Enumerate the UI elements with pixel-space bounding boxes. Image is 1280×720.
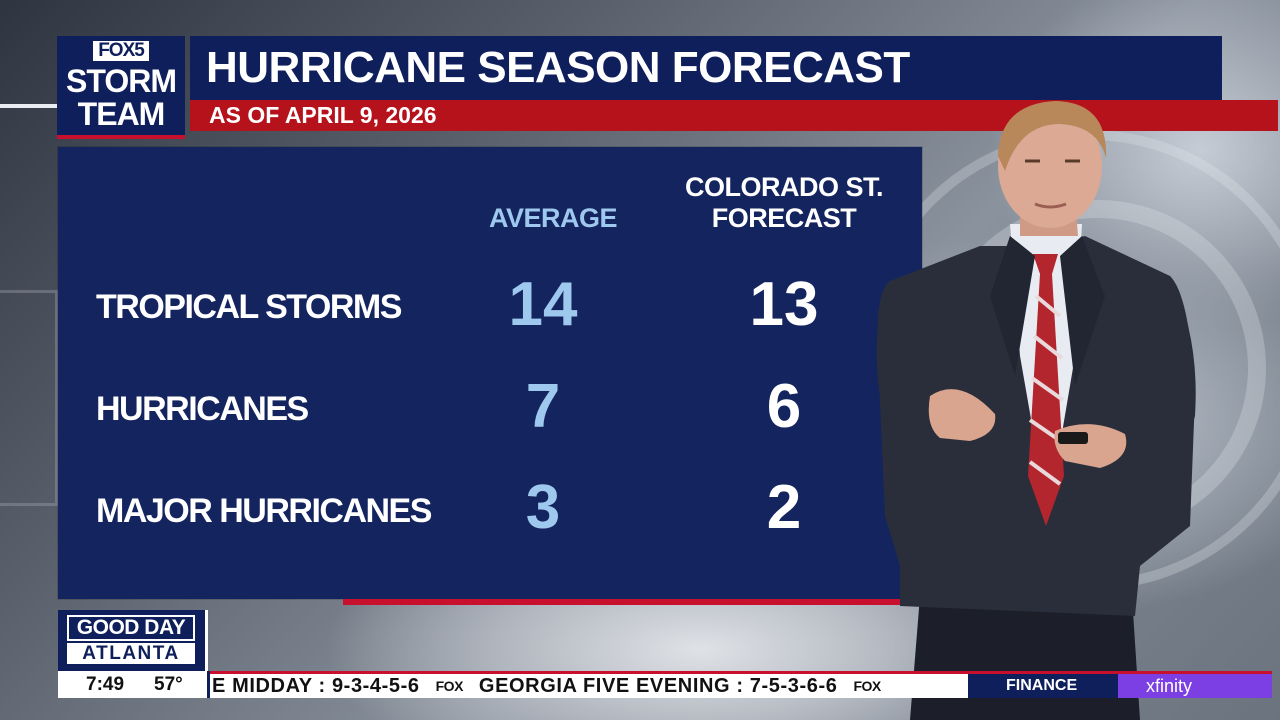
value-average-tropical-storms: 14 bbox=[508, 270, 578, 339]
row-label-tropical-storms: TROPICAL STORMS bbox=[96, 288, 402, 326]
row-label-major-hurricanes: MAJOR HURRICANES bbox=[96, 492, 432, 530]
current-temperature: 57° bbox=[154, 674, 183, 695]
fox5-logo-text: FOX5 bbox=[93, 41, 149, 61]
column-header-forecast: COLORADO ST. FORECAST bbox=[658, 172, 910, 234]
ticker-item-evening: GEORGIA FIVE EVENING : 7-5-3-6-6 bbox=[478, 674, 838, 697]
fox-logo-icon: FOX bbox=[435, 678, 464, 694]
show-logo-line1: GOOD DAY bbox=[67, 615, 195, 641]
finance-segment-label: FINANCE bbox=[968, 671, 1118, 698]
logo-storm-text: STORM bbox=[66, 63, 177, 99]
ticker-item-midday: E MIDDAY : 9-3-4-5-6 bbox=[212, 674, 420, 697]
xfinity-sponsor-logo: xfinity bbox=[1118, 671, 1272, 698]
page-title: HURRICANE SEASON FORECAST bbox=[206, 43, 910, 92]
value-forecast-tropical-storms: 13 bbox=[749, 270, 819, 339]
row-label-hurricanes: HURRICANES bbox=[96, 390, 309, 428]
clock-time: 7:49 bbox=[86, 674, 125, 695]
logo-team-text: TEAM bbox=[77, 96, 166, 132]
panel-accent-line bbox=[343, 599, 916, 605]
forecast-table: AVERAGE COLORADO ST. FORECAST TROPICAL S… bbox=[58, 147, 922, 599]
ticker-content: E MIDDAY : 9-3-4-5-6 FOX GEORGIA FIVE EV… bbox=[212, 674, 897, 698]
title-bar: HURRICANE SEASON FORECAST bbox=[190, 36, 1222, 100]
value-forecast-major-hurricanes: 2 bbox=[766, 473, 802, 542]
column-header-forecast-line2: FORECAST bbox=[711, 203, 857, 233]
news-ticker: E MIDDAY : 9-3-4-5-6 FOX GEORGIA FIVE EV… bbox=[210, 671, 968, 698]
good-day-atlanta-logo: GOOD DAY ATLANTA bbox=[58, 610, 208, 671]
column-header-average: AVERAGE bbox=[488, 203, 618, 233]
value-average-hurricanes: 7 bbox=[525, 372, 561, 441]
show-logo-line2: ATLANTA bbox=[67, 643, 195, 664]
value-forecast-hurricanes: 6 bbox=[766, 372, 802, 441]
storm-team-logo: FOX5 STORM TEAM bbox=[57, 36, 185, 139]
background-frame bbox=[0, 290, 58, 506]
column-header-forecast-line1: COLORADO ST. bbox=[684, 172, 884, 202]
value-average-major-hurricanes: 3 bbox=[525, 473, 561, 542]
as-of-date: AS OF APRIL 9, 2026 bbox=[209, 102, 437, 128]
presenter-figure bbox=[876, 101, 1196, 720]
time-temp-box: 7:49 57° bbox=[58, 671, 210, 698]
fox-logo-icon-2: FOX bbox=[853, 678, 881, 694]
background-accent-line bbox=[0, 104, 62, 108]
